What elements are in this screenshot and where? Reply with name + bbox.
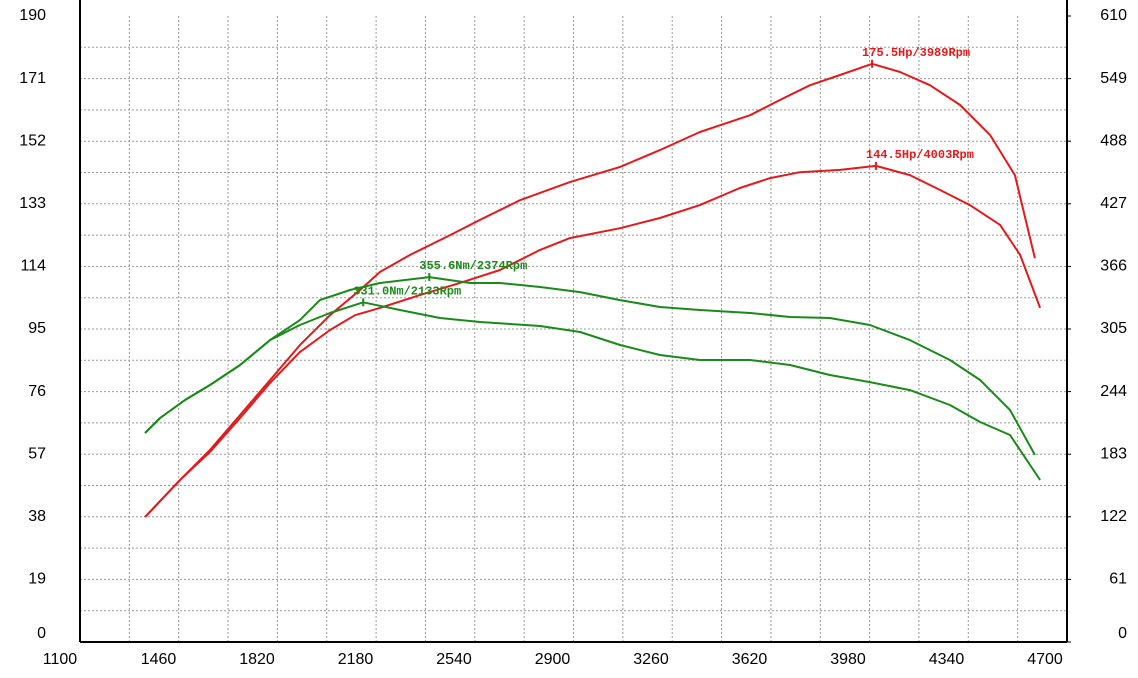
line-series — [144, 301, 1041, 481]
y-tick-label: 152 — [19, 132, 46, 149]
y-tick-label: 38 — [28, 508, 46, 525]
peak-annotation: 355.6Nm/2374Rpm — [419, 259, 527, 273]
y-tick-label: 95 — [28, 320, 46, 337]
x-tick-label: 3260 — [633, 651, 669, 668]
y2-tick-label: 0 — [1118, 625, 1127, 642]
x-tick-label: 1460 — [141, 651, 177, 668]
x-tick-label: 4340 — [929, 651, 965, 668]
line-series — [144, 164, 1042, 518]
y2-tick-label: 61 — [1109, 571, 1127, 588]
x-tick-label: 3980 — [830, 651, 866, 668]
y-tick-label: 76 — [28, 383, 46, 400]
y2-tick-label: 183 — [1100, 445, 1127, 462]
line-series — [144, 276, 1036, 456]
line-series — [144, 62, 1036, 518]
y-tick-label: 114 — [20, 258, 46, 275]
y2-tick-label: 122 — [1100, 508, 1127, 525]
y-tick-label: 171 — [19, 70, 46, 87]
y-tick-label: 190 — [19, 7, 46, 24]
x-tick-label: 1820 — [239, 651, 275, 668]
y2-tick-label: 305 — [1100, 320, 1127, 337]
peak-annotation: 175.5Hp/3989Rpm — [862, 46, 970, 60]
y2-tick-label: 488 — [1100, 132, 1127, 149]
y-tick-label: 57 — [28, 445, 46, 462]
peak-annotation: 331.0Nm/2133Rpm — [353, 284, 461, 298]
y2-tick-label: 427 — [1100, 195, 1127, 212]
x-tick-label: 1100 — [43, 651, 78, 668]
y2-tick-label: 549 — [1100, 70, 1127, 87]
y-tick-label: 19 — [28, 571, 46, 588]
x-tick-label: 2540 — [436, 651, 472, 668]
y2-tick-label: 610 — [1100, 7, 1127, 24]
x-tick-label: 4700 — [1027, 651, 1063, 668]
y2-tick-label: 244 — [1100, 383, 1127, 400]
y-tick-label: 0 — [37, 625, 46, 642]
x-tick-label: 2900 — [535, 651, 571, 668]
y2-tick-label: 366 — [1100, 258, 1127, 275]
x-tick-label: 2180 — [338, 651, 374, 668]
y-tick-label: 133 — [19, 195, 46, 212]
x-tick-label: 3620 — [732, 651, 768, 668]
peak-annotation: 144.5Hp/4003Rpm — [866, 148, 974, 162]
